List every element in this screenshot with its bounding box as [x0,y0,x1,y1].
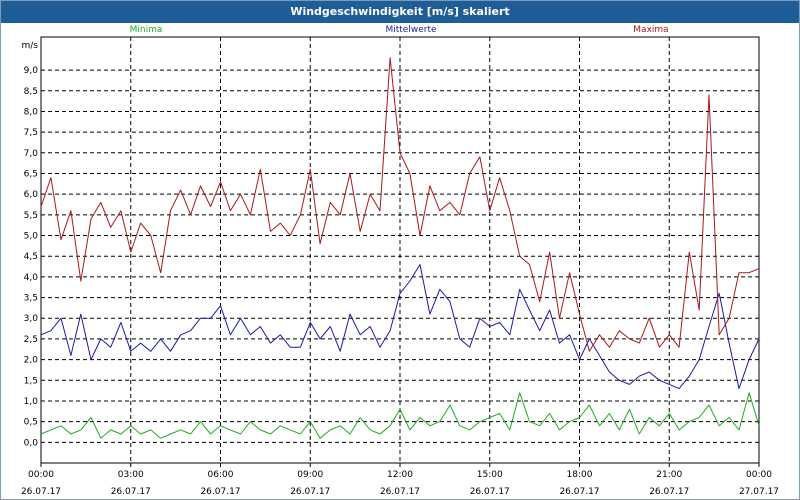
y-tick-label: 0,5 [24,418,38,428]
y-tick-label: 2,5 [24,335,38,345]
y-tick-label: 8,0 [24,107,39,117]
series-line-maxima [40,57,760,352]
grid [41,37,759,463]
y-tick-label: 1,5 [24,376,38,386]
x-tick-date-label: 26.07.17 [21,487,61,497]
x-tick-date-label: 26.07.17 [200,487,240,497]
x-tick-time-label: 03:00 [118,470,144,480]
y-tick-label: 9,0 [24,66,39,76]
legend-entry-mittelwerte: Mittelwerte [385,25,436,35]
y-tick-label: 6,5 [24,169,38,179]
x-tick-time-label: 12:00 [387,470,413,480]
y-tick-label: 4,0 [24,273,39,283]
x-tick-time-label: 06:00 [208,470,234,480]
y-axis: 0,0 0,5 1,0 1,5 2,0 2,5 3,0 3,5 4,0 4,5 5,0 5,5 6,0 6… [24,66,39,448]
y-tick-label: 7,0 [24,149,39,159]
y-axis-label: m/s [22,41,39,51]
y-tick-label: 5,0 [24,232,39,242]
y-tick-label: 3,5 [24,294,38,304]
y-tick-label: 3,0 [24,314,39,324]
y-tick-label: 2,0 [24,356,39,366]
x-tick-time-label: 00:00 [28,470,54,480]
x-axis: 00:00 26.07.17 03:00 26.07.17 06:00 26.07.17 0… [21,463,779,497]
x-tick-time-label: 21:00 [656,470,682,480]
x-tick-date-label: 26.07.17 [111,487,151,497]
x-tick-time-label: 00:00 [746,470,772,480]
x-tick-date-label: 26.07.17 [470,487,510,497]
x-tick-date-label: 26.07.17 [559,487,599,497]
x-tick-time-label: 15:00 [477,470,503,480]
x-tick-date-label: 26.07.17 [380,487,420,497]
legend-entry-minima: Minima [130,25,163,35]
series-line-mittelwerte [40,264,760,390]
y-tick-label: 4,5 [24,252,38,262]
x-tick-date-label: 26.07.17 [649,487,689,497]
window-title: Windgeschwindigkeit [m/s] skaliert [1,1,799,23]
series-lines [40,57,760,439]
legend-entry-maxima: Maxima [633,25,668,35]
x-tick-time-label: 09:00 [297,470,323,480]
series-line-minima [40,392,760,439]
x-tick-time-label: 18:00 [567,470,593,480]
x-tick-date-label: 27.07.17 [739,487,779,497]
y-tick-label: 7,5 [24,128,38,138]
y-tick-label: 1,0 [24,397,39,407]
y-tick-label: 8,5 [24,87,38,97]
y-tick-label: 5,5 [24,211,38,221]
x-tick-date-label: 26.07.17 [290,487,330,497]
y-tick-label: 6,0 [24,190,39,200]
legend: Minima Mittelwerte Maxima [130,25,669,35]
y-tick-label: 0,0 [24,438,39,448]
